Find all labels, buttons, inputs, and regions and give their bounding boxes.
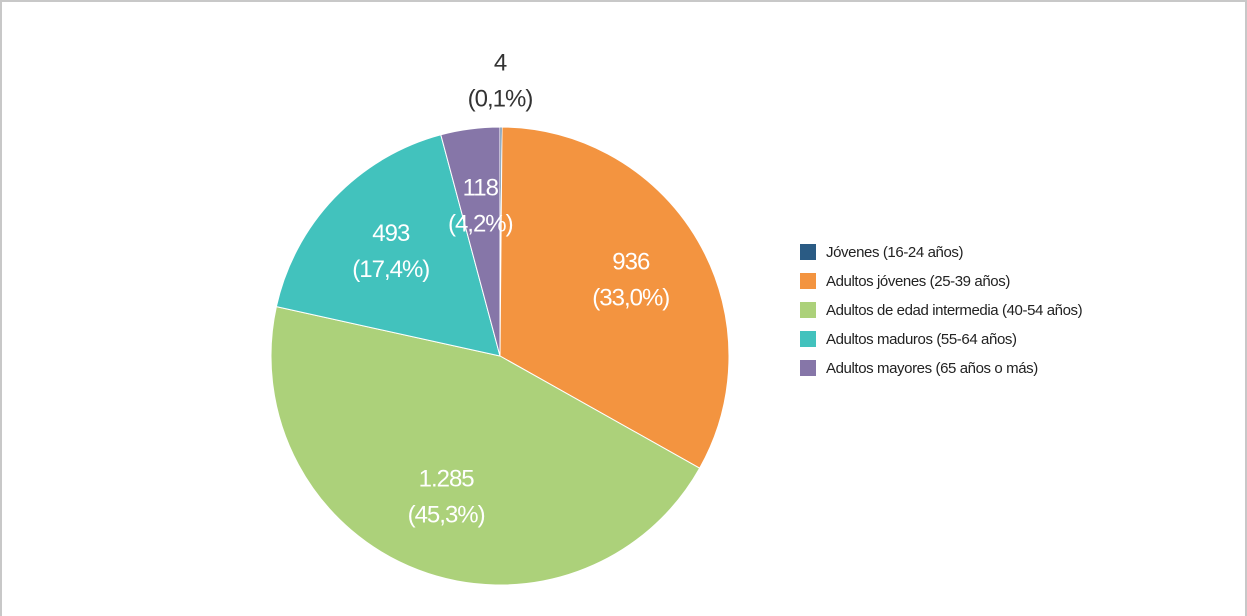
- legend-label: Adultos maduros (55-64 años): [826, 331, 1017, 348]
- pie-slice: [270, 306, 701, 586]
- percentage-label: (0,1%): [468, 85, 533, 112]
- data-label: 1.285: [419, 466, 475, 493]
- legend-swatch: [800, 302, 816, 318]
- data-label: 4: [494, 49, 507, 76]
- legend-label: Adultos mayores (65 años o más): [826, 360, 1038, 377]
- percentage-label: (4,2%): [448, 210, 513, 237]
- percentage-label: (33,0%): [592, 285, 669, 312]
- data-label: 118: [463, 174, 499, 201]
- legend-swatch: [800, 244, 816, 260]
- data-label: 936: [612, 249, 650, 276]
- legend-label: Adultos jóvenes (25-39 años): [826, 273, 1010, 290]
- pie-slice: [499, 126, 730, 469]
- data-label: 493: [372, 220, 410, 247]
- legend-swatch: [800, 273, 816, 289]
- percentage-label: (17,4%): [352, 256, 429, 283]
- pie-slice: [275, 134, 501, 357]
- pie-slice: [440, 126, 501, 357]
- legend-swatch: [800, 331, 816, 347]
- legend-label: Jóvenes (16-24 años): [826, 244, 963, 261]
- legend-swatch: [800, 360, 816, 376]
- legend-label: Adultos de edad intermedia (40-54 años): [826, 302, 1083, 319]
- percentage-label: (45,3%): [408, 502, 485, 529]
